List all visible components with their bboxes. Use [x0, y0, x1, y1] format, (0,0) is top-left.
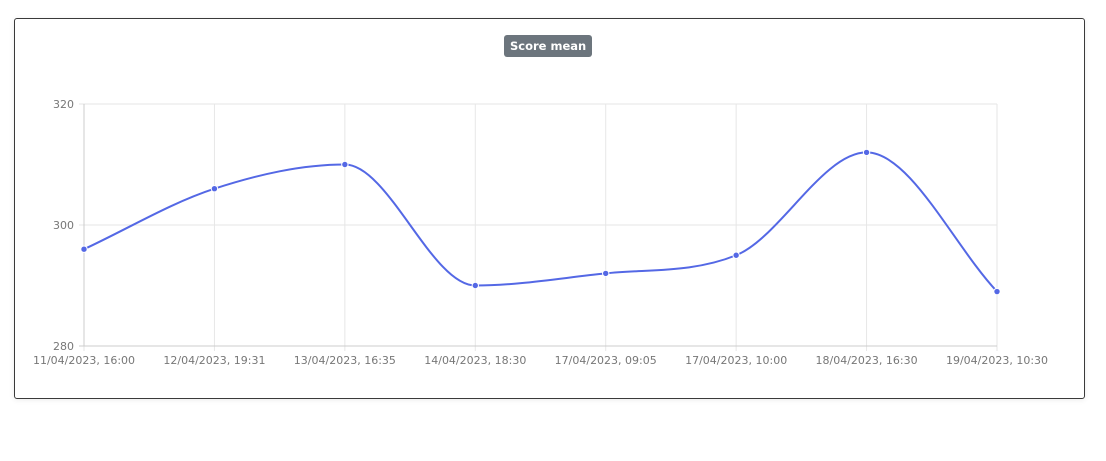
- chart-card: [14, 18, 1085, 399]
- data-point[interactable]: [471, 281, 479, 290]
- data-point[interactable]: [602, 269, 610, 278]
- chart-title: Score mean: [504, 35, 593, 57]
- x-tick-label: 18/04/2023, 16:30: [816, 354, 918, 367]
- x-tick-label: 14/04/2023, 18:30: [424, 354, 526, 367]
- data-point[interactable]: [862, 148, 871, 157]
- x-tick-label: 13/04/2023, 16:35: [294, 354, 396, 367]
- y-tick-label: 320: [53, 98, 74, 111]
- grid-layer: [79, 103, 998, 351]
- data-point[interactable]: [210, 185, 219, 193]
- data-point[interactable]: [341, 160, 349, 169]
- x-tick-label: 11/04/2023, 16:00: [33, 354, 135, 367]
- data-point[interactable]: [993, 287, 1001, 296]
- series-line: [83, 151, 998, 293]
- data-point[interactable]: [732, 251, 740, 259]
- x-tick-label: 19/04/2023, 10:30: [946, 354, 1048, 367]
- x-tick-label: 12/04/2023, 19:31: [163, 354, 265, 367]
- x-tick-label: 17/04/2023, 10:00: [685, 354, 787, 367]
- data-point[interactable]: [80, 245, 88, 253]
- y-tick-label: 300: [53, 219, 74, 232]
- y-tick-label: 280: [53, 340, 74, 353]
- tick-label-layer: 280 300 320 11/04/2023, 16:00 12/04/2023, 19…: [33, 98, 1048, 367]
- series-layer: [80, 148, 1001, 296]
- x-tick-label: 17/04/2023, 09:05: [555, 354, 657, 367]
